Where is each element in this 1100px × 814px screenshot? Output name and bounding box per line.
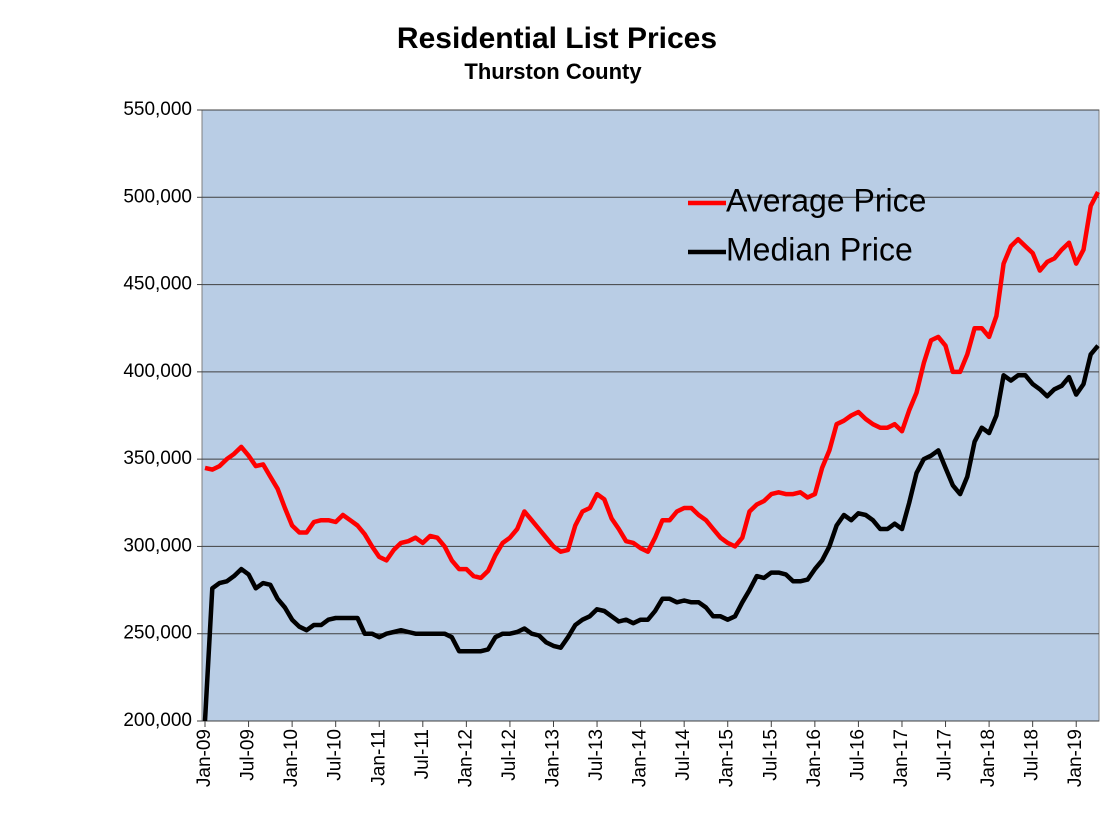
series-line [204,190,1100,581]
chart-title: Residential List Prices [397,22,717,55]
x-tick-label: Jul-15 [760,729,781,781]
x-tick-label: Jan-14 [630,729,651,788]
y-tick-label: 200,000 [123,710,192,731]
x-tick-label: Jul-13 [586,729,607,781]
x-tick-label: Jul-09 [238,729,259,781]
y-tick-label: 300,000 [123,535,192,556]
x-tick-label: Jul-10 [325,729,346,781]
legend-label: Median Price [726,231,913,267]
series-line [202,344,1100,722]
legend-label: Average Price [726,182,926,218]
x-tick-label: Jan-17 [891,729,912,787]
x-tick-label: Jan-12 [455,729,476,787]
x-tick-label: Jan-13 [543,729,564,787]
legend: Average Price Median Price [688,182,926,267]
x-tick-label: Jul-17 [935,729,956,781]
x-tick-label: Jan-11 [368,729,389,786]
x-tick-label: Jan-09 [194,729,215,787]
chart-subtitle: Thurston County [464,59,642,84]
y-tick-label: 400,000 [123,361,192,382]
x-tick-label: Jan-10 [281,729,302,787]
x-tick-label: Jul-16 [847,729,868,781]
x-tick-label: Jan-18 [978,729,999,787]
y-tick-label: 500,000 [123,186,192,207]
x-tick-label: Jan-19 [1065,729,1086,787]
x-tick-label: Jul-14 [673,729,694,781]
y-tick-label: 250,000 [123,623,192,644]
y-tick-label: 350,000 [123,448,192,469]
y-tick-label: 450,000 [123,274,192,295]
plot-area [201,109,1100,722]
lines [202,190,1100,722]
x-tick-label: Jan-16 [804,729,825,787]
x-tick-label: Jul-11 [412,729,433,779]
x-tick-label: Jul-12 [499,729,520,781]
x-tick-label: Jan-15 [717,729,738,787]
y-tick-label: 550,000 [123,99,192,120]
x-tick-label: Jul-18 [1022,729,1043,781]
